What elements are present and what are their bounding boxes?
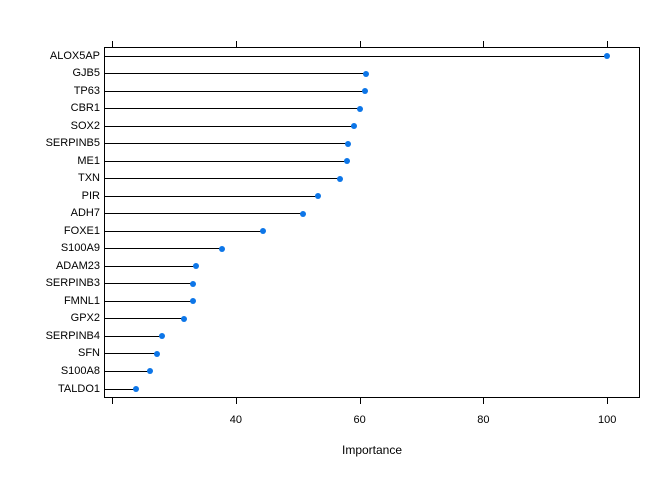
gene-label: S100A8	[60, 364, 100, 377]
needle-line	[104, 90, 365, 92]
x-axis-tick-top	[483, 41, 485, 47]
data-point	[336, 175, 343, 182]
x-axis-tick-label: 60	[353, 414, 366, 426]
gene-label: SOX2	[70, 119, 100, 132]
gene-label: FMNL1	[63, 294, 100, 307]
needle-line	[104, 335, 162, 337]
gene-label: TALDO1	[58, 382, 100, 395]
data-point	[146, 368, 153, 375]
x-axis-title: Importance	[341, 443, 403, 457]
data-point	[260, 228, 267, 235]
plot-area	[104, 47, 640, 398]
data-point	[604, 53, 611, 59]
needle-line	[104, 143, 349, 145]
data-point	[361, 88, 368, 95]
x-axis-tick-bottom	[483, 398, 485, 404]
gene-label: ADAM23	[55, 259, 100, 272]
gene-label: GJB5	[72, 67, 100, 80]
data-point	[192, 263, 199, 270]
gene-label: TP63	[73, 84, 100, 97]
needle-line	[104, 283, 193, 285]
gene-label: PIR	[81, 189, 100, 202]
gene-label: FOXE1	[63, 224, 100, 237]
data-point	[300, 210, 307, 217]
needle-line	[104, 265, 196, 267]
needle-line	[104, 353, 158, 355]
gene-label: ADH7	[70, 207, 100, 220]
data-point	[132, 386, 139, 392]
x-axis-tick-bottom	[112, 398, 114, 404]
data-point	[345, 140, 352, 147]
needle-line	[104, 195, 319, 197]
gene-label: GPX2	[70, 312, 100, 325]
needle-line	[104, 230, 264, 232]
x-axis-tick-label: 40	[229, 414, 242, 426]
x-axis-tick-top	[112, 41, 114, 47]
x-axis-tick-bottom	[607, 398, 609, 404]
x-axis-tick-label: 100	[598, 414, 617, 426]
x-axis-tick-top	[607, 41, 609, 47]
needle-line	[104, 388, 136, 390]
data-point	[315, 193, 322, 200]
needle-line	[104, 370, 150, 372]
data-point	[181, 315, 188, 322]
data-point	[351, 123, 358, 130]
x-axis-tick-top	[235, 41, 237, 47]
needle-line	[104, 73, 367, 75]
data-point	[154, 350, 161, 357]
x-axis-tick-top	[359, 41, 361, 47]
data-point	[158, 333, 165, 340]
gene-label: SFN	[78, 347, 100, 360]
needle-line	[104, 213, 304, 215]
needle-line	[104, 248, 222, 250]
data-point	[357, 105, 364, 112]
gene-label: CBR1	[70, 102, 100, 115]
needle-line	[104, 318, 185, 320]
gene-label: S100A9	[60, 242, 100, 255]
needle-line	[104, 125, 355, 127]
needle-line	[104, 108, 361, 110]
gene-label: ALOX5AP	[49, 49, 100, 62]
data-point	[189, 298, 196, 305]
x-axis-tick-bottom	[359, 398, 361, 404]
gene-label: SERPINB5	[45, 137, 100, 150]
x-axis-tick-label: 80	[477, 414, 490, 426]
needle-line	[104, 55, 608, 57]
needle-line	[104, 160, 347, 162]
needle-line	[104, 178, 340, 180]
needle-line	[104, 300, 193, 302]
data-point	[343, 158, 350, 165]
gene-label: ME1	[77, 154, 100, 167]
gene-label: TXN	[78, 172, 100, 185]
data-point	[363, 70, 370, 77]
x-axis-tick-bottom	[235, 398, 237, 404]
gene-label: SERPINB4	[45, 329, 100, 342]
data-point	[218, 245, 225, 252]
data-point	[189, 280, 196, 287]
gene-label: SERPINB3	[45, 277, 100, 290]
